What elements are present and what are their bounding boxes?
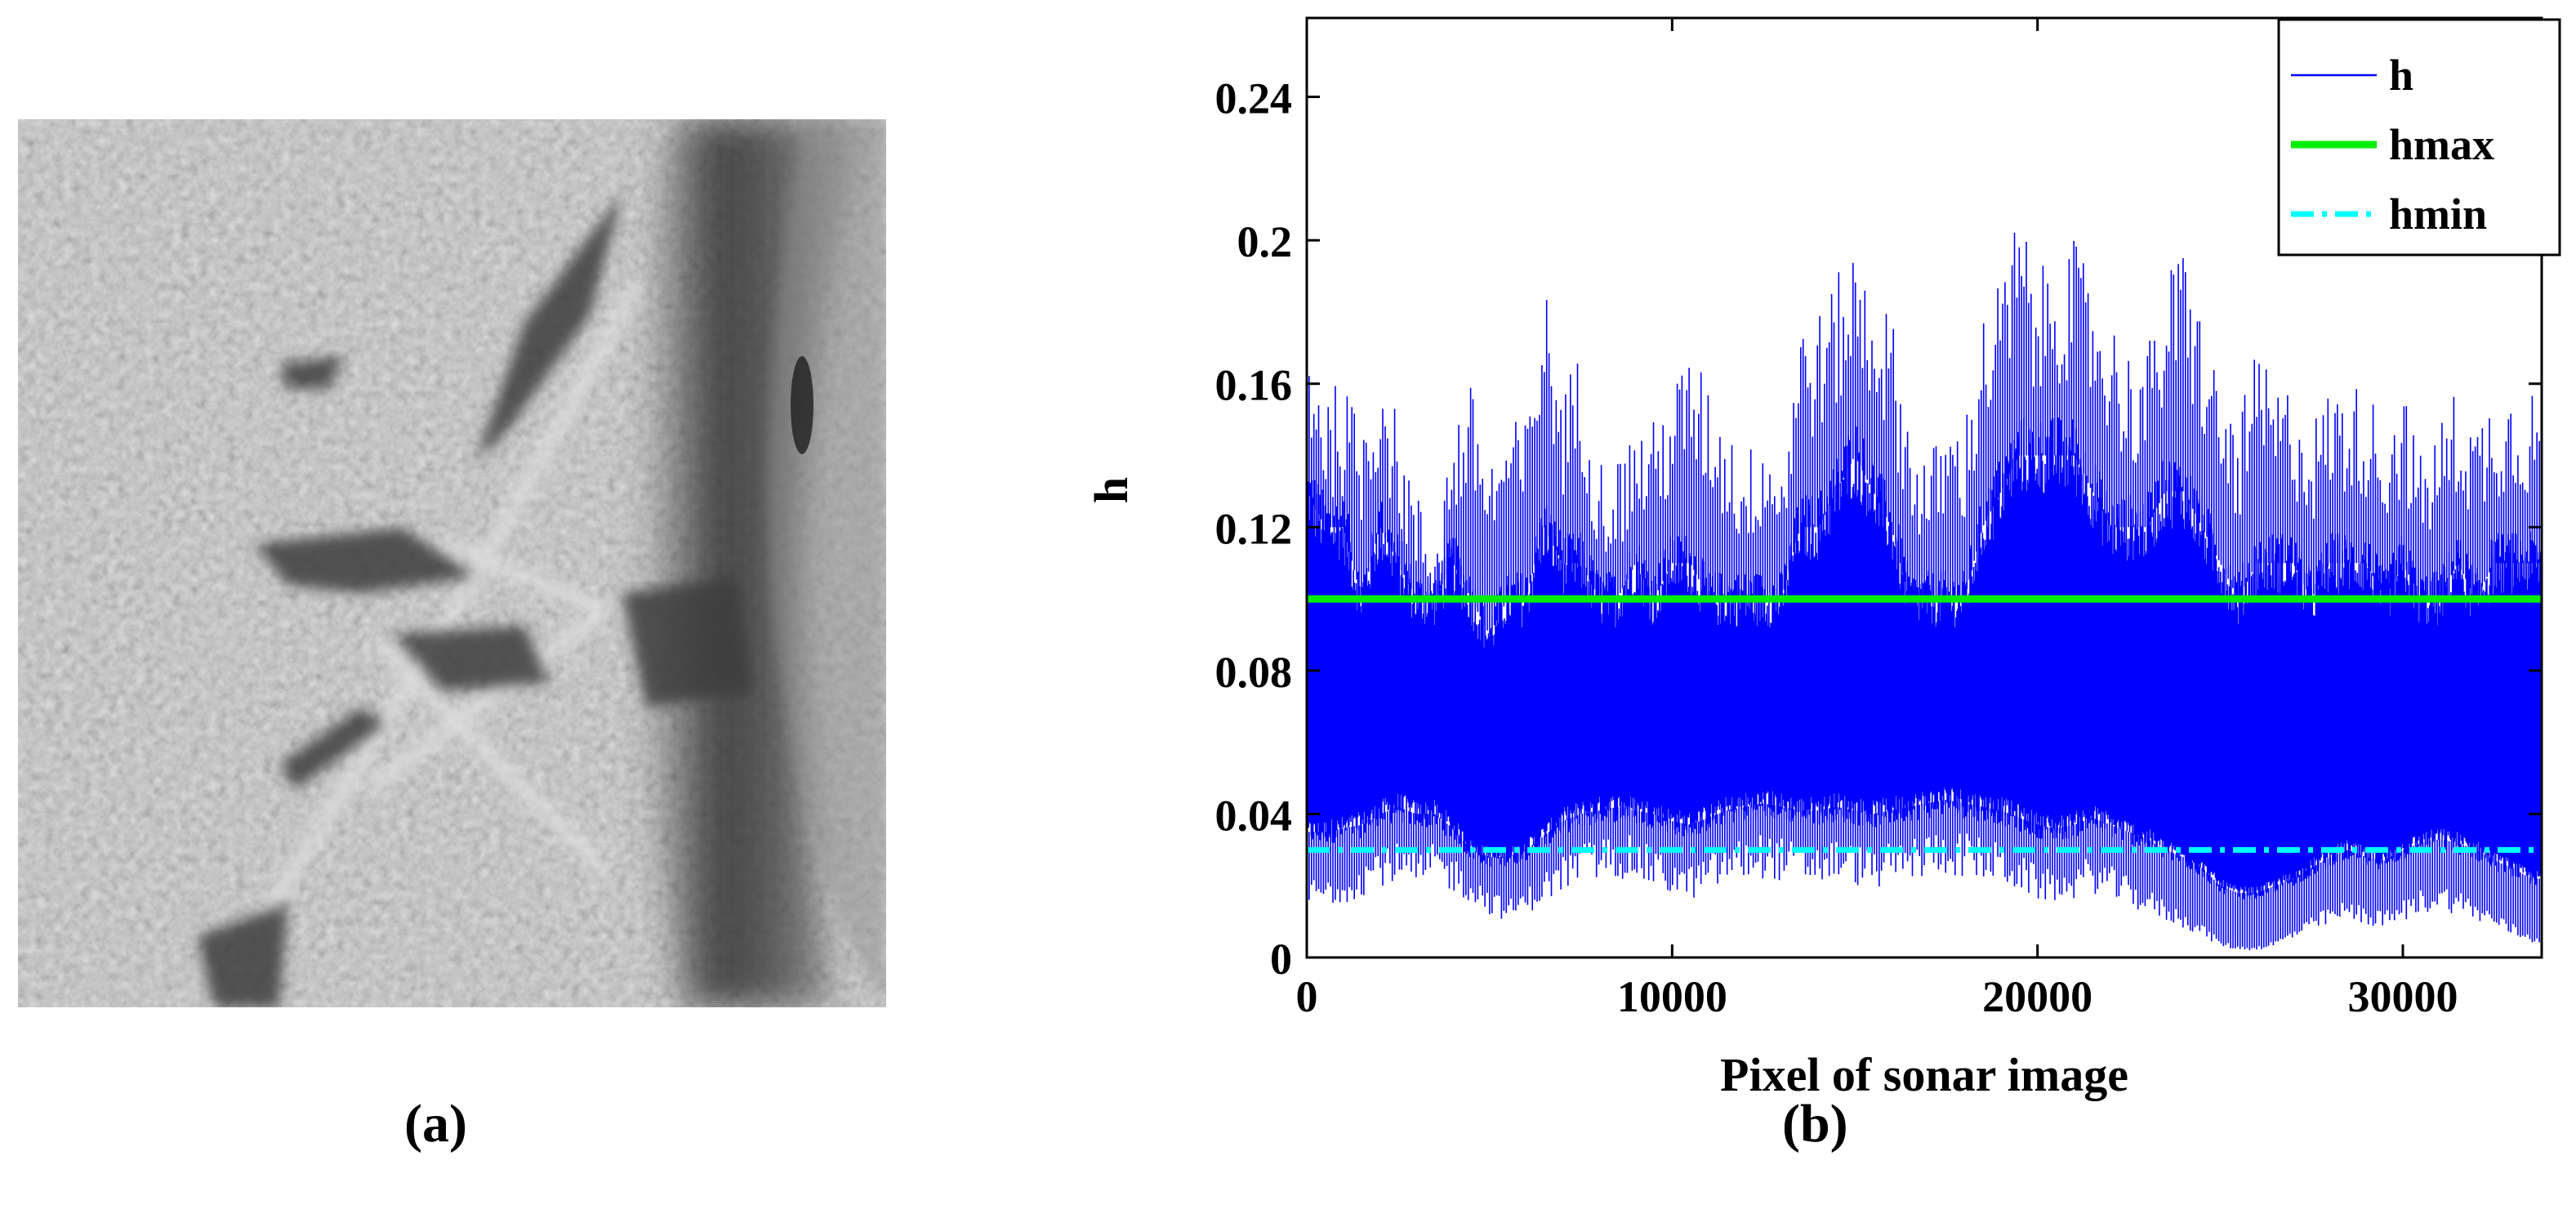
x-tick-label: 10000 <box>1617 972 1727 1021</box>
legend: h hmax hmin <box>2277 18 2561 257</box>
y-tick-label: 0.04 <box>1215 791 1293 840</box>
legend-hmin-label: hmin <box>2389 190 2487 239</box>
y-tick-label: 0.12 <box>1215 504 1293 553</box>
y-tick-label: 0.08 <box>1215 648 1293 697</box>
y-axis-label: h <box>1085 477 1138 503</box>
legend-hmax-label: hmax <box>2389 120 2494 169</box>
series-h-line-core <box>1306 417 2543 899</box>
y-tick-label: 0.16 <box>1215 361 1293 410</box>
sonar-image <box>18 119 886 1007</box>
x-tick-label: 0 <box>1296 972 1318 1021</box>
series-h <box>1306 232 2543 950</box>
axes-box <box>1305 16 2543 959</box>
panel-a-label: (a) <box>404 1094 467 1154</box>
y-tick-label: 0 <box>1270 935 1292 984</box>
y-tick-label: 0.24 <box>1215 74 1293 123</box>
x-tick-label: 30000 <box>2348 972 2458 1021</box>
x-axis: 0 10000 20000 30000 <box>1296 18 2458 1021</box>
x-tick-label: 20000 <box>1982 972 2092 1021</box>
x-axis-label: Pixel of sonar image <box>1720 1048 2128 1101</box>
y-axis: 0 0.04 0.08 0.12 0.16 0.2 0.24 <box>1215 74 2542 984</box>
y-tick-label: 0.2 <box>1237 217 1293 266</box>
legend-h-label: h <box>2389 51 2413 100</box>
panel-b-label: (b) <box>1782 1094 1848 1154</box>
plot-area <box>1305 16 2543 959</box>
